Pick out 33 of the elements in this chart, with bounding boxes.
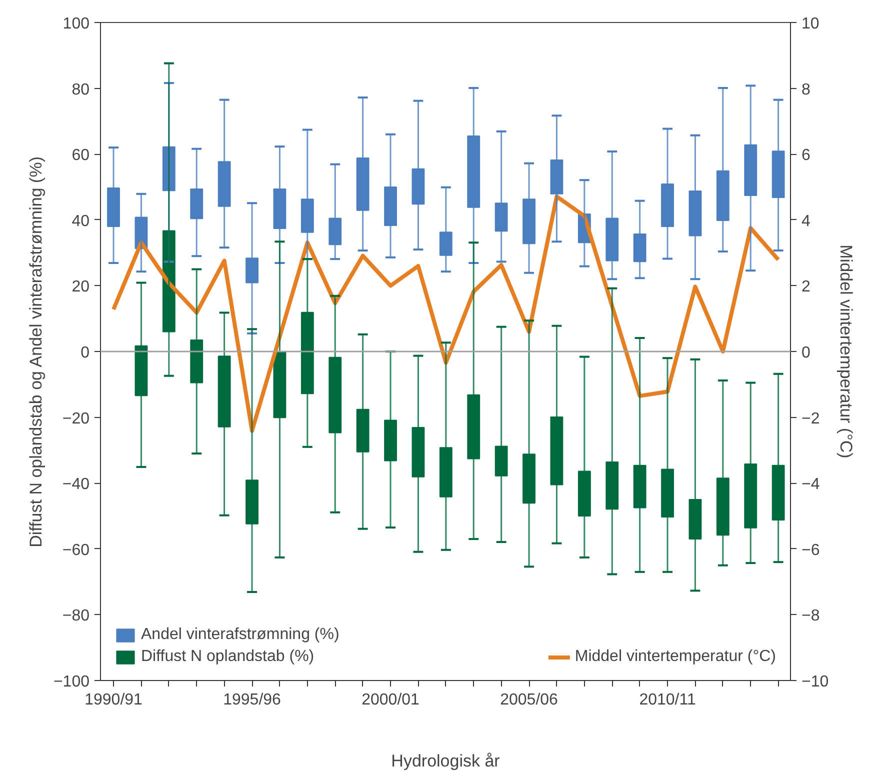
- y-tick-label: −100: [53, 674, 90, 690]
- x-tick-label: 2010/11: [639, 692, 696, 708]
- y2-tick-label: −10: [802, 674, 829, 690]
- y2-tick-label: 2: [802, 278, 810, 296]
- y-tick-label: 80: [72, 81, 90, 98]
- legend-label: Diffust N oplandstab (%): [141, 648, 314, 666]
- y2-tick-label: −6: [802, 542, 820, 559]
- y-tick-label: −80: [62, 608, 90, 625]
- y2-tick-label: 0: [802, 344, 810, 362]
- y-tick-label: 40: [72, 212, 90, 230]
- y-tick-label: 0: [80, 344, 90, 362]
- y-axis-title: Diffust N oplandstab og Andel vinterafstrømning (%): [26, 156, 46, 548]
- legend-label: Middel vintertemperatur (°C): [574, 648, 776, 666]
- y-tick-label: 60: [72, 147, 90, 164]
- y-tick-label: −60: [62, 542, 90, 559]
- y-tick-label: 100: [62, 16, 90, 32]
- y2-tick-label: 4: [802, 212, 810, 230]
- y2-axis-title: Middel vintertemperatur (°C): [836, 244, 856, 458]
- y2-tick-label: 10: [802, 16, 820, 32]
- x-tick-label: 2000/01: [362, 692, 420, 708]
- y2-tick-label: −4: [802, 476, 820, 494]
- x-axis-title: Hydrologisk år: [391, 752, 500, 770]
- x-tick-label: 2005/06: [500, 692, 558, 708]
- y2-tick-label: −8: [802, 608, 820, 625]
- y-tick-label: −40: [62, 476, 90, 494]
- x-tick-label: 1990/91: [84, 692, 143, 708]
- y-tick-label: −20: [62, 410, 90, 428]
- y2-tick-label: −2: [802, 410, 820, 428]
- y2-tick-label: 6: [802, 147, 810, 164]
- legend-label: Andel vinterafstrømning (%): [141, 626, 340, 644]
- y-tick-label: 20: [72, 278, 90, 296]
- x-tick-label: 1995/96: [223, 692, 282, 708]
- y2-tick-label: 8: [802, 81, 810, 98]
